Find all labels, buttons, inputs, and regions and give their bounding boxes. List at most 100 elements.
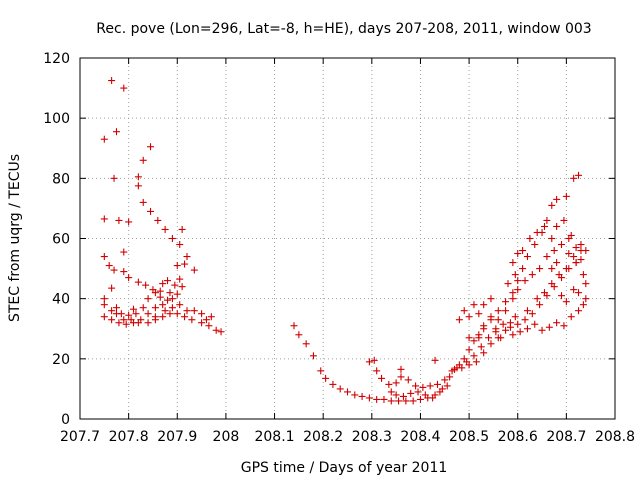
data-point [577,241,585,249]
data-point [144,319,152,327]
data-point [533,228,541,236]
data-point [582,295,590,303]
x-tick-label: 208.6 [498,429,538,445]
data-point [480,301,488,309]
data-point [565,250,573,258]
x-tick-label: 207.7 [60,429,100,445]
data-point [487,313,495,321]
x-tick-label: 208.5 [449,429,489,445]
data-point [190,307,198,315]
data-point [142,281,150,289]
y-axis-label: STEC from uqrg / TECUs [7,154,23,322]
data-point [166,289,174,297]
data-point [100,295,108,303]
data-point [412,382,420,390]
data-point [159,301,167,309]
data-point [176,241,184,249]
data-point [370,356,378,364]
data-point [562,265,570,273]
data-points [100,77,590,405]
data-point [548,201,556,209]
data-point [156,293,164,301]
data-point [134,182,142,190]
data-point [387,388,395,396]
data-point [472,358,480,366]
data-point [497,334,505,342]
data-point [171,281,179,289]
data-point [173,290,181,298]
data-point [168,304,176,312]
data-point [404,376,412,384]
data-point [132,310,140,318]
data-point [161,307,169,315]
grid-lines [80,58,615,419]
y-tick-label: 20 [52,352,70,368]
data-point [451,365,458,373]
data-point [509,259,517,267]
data-point [108,307,116,315]
data-point [115,319,123,327]
data-point [181,260,189,268]
data-point [480,349,488,357]
data-point [397,365,405,373]
x-tick-label: 208 [213,429,240,445]
data-point [120,84,128,92]
data-point [117,310,125,318]
data-point [373,395,381,403]
data-point [100,253,108,261]
y-tick-label: 100 [43,111,70,127]
data-point [511,271,519,279]
data-point [575,289,583,297]
data-point [548,280,556,288]
data-point [526,235,534,242]
data-point [108,77,116,85]
data-point [521,316,529,324]
x-tick-label: 208.8 [595,429,635,445]
data-point [543,253,551,261]
data-point [509,331,517,339]
x-tick-label: 208.4 [400,429,440,445]
data-point [130,319,137,327]
data-point [521,277,529,285]
data-point [120,248,128,256]
data-point [538,326,546,334]
data-point [431,356,439,364]
data-point [322,374,330,382]
data-point [156,287,164,295]
data-point [504,280,512,288]
data-point [120,268,128,276]
data-point [575,307,583,315]
data-point [562,298,570,306]
data-point [514,250,522,258]
data-point [125,274,133,282]
data-point [137,316,145,324]
data-point [565,235,573,242]
data-point [344,388,351,396]
data-point [446,373,454,381]
data-point [198,310,206,318]
data-point [205,322,213,330]
data-point [570,253,578,261]
data-point [528,310,536,318]
x-axis-label: GPS time / Days of year 2011 [241,460,448,476]
x-tick-label: 208.2 [303,429,343,445]
chart-title: Rec. pove (Lon=296, Lat=-8, h=HE), days … [96,21,591,37]
data-point [207,313,215,321]
data-point [125,218,133,226]
data-point [397,373,405,381]
data-point [302,340,310,348]
data-point [147,143,155,151]
data-point [570,174,578,182]
data-point [173,310,181,318]
data-point [523,325,531,333]
x-tick-label: 207.9 [157,429,197,445]
data-point [198,319,206,327]
data-point [531,241,539,249]
data-point [329,380,337,388]
data-point [572,244,580,252]
data-point [151,304,159,312]
data-point [122,320,130,328]
data-point [380,395,388,403]
data-point [536,301,544,309]
data-point [426,382,434,390]
